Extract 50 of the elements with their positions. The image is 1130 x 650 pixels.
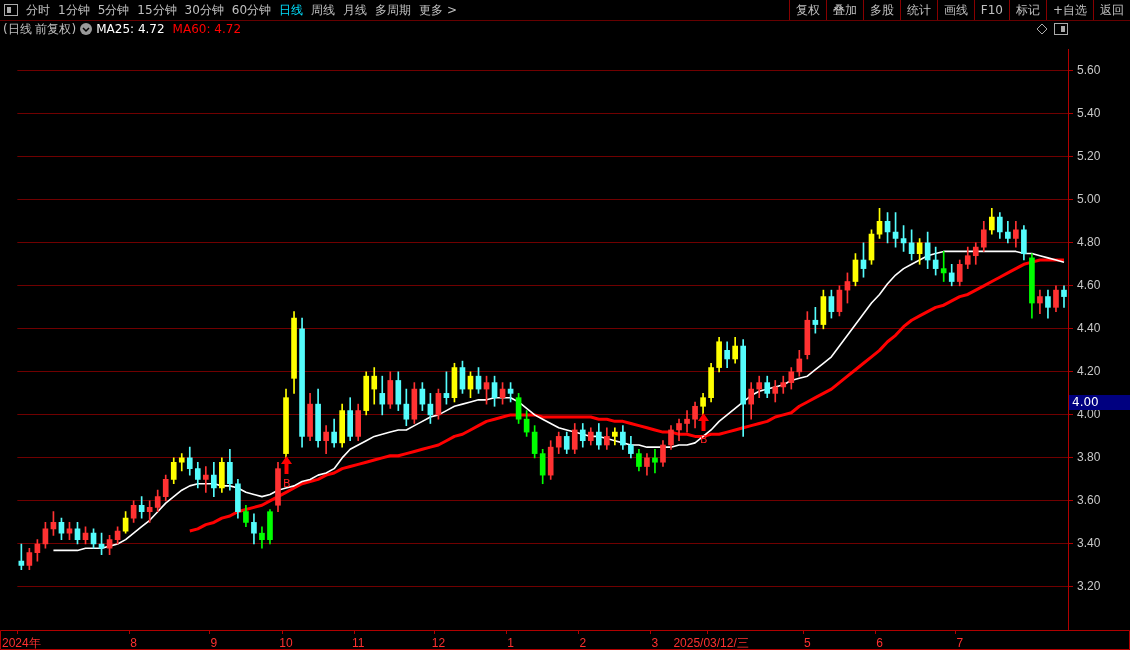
text: 日线	[278, 1, 305, 19]
chart-title: (日线 前复权)	[2, 20, 77, 38]
annotation: B	[700, 432, 708, 447]
text: 周线	[310, 1, 337, 19]
text: 统计	[899, 0, 937, 20]
text: 更多 >	[418, 1, 458, 19]
text: F10	[973, 0, 1009, 20]
y-tick-label: 4.40	[1077, 321, 1101, 336]
y-tick-label: 5.60	[1077, 63, 1101, 78]
x-tick-label: 5	[804, 635, 811, 650]
text: 1分钟	[57, 1, 91, 19]
text: 返回	[1093, 0, 1130, 20]
y-tick-label: 4.60	[1077, 278, 1101, 293]
y-tick-label: 5.20	[1077, 149, 1101, 164]
text: 标记	[1008, 0, 1046, 20]
y-tick-label: 5.00	[1077, 192, 1101, 207]
text: +自选	[1045, 0, 1093, 20]
y-tick-label: 3.60	[1077, 493, 1101, 508]
text: 多周期	[374, 1, 413, 19]
y-tick-label: 3.40	[1077, 536, 1101, 551]
text: 60分钟	[230, 1, 273, 19]
text: 15分钟	[136, 1, 178, 19]
text: 30分钟	[183, 1, 225, 19]
x-tick-label: 10	[279, 635, 294, 650]
text: 多股	[862, 0, 900, 20]
text: 复权	[788, 0, 826, 20]
x-tick-label: 3	[651, 635, 659, 650]
text: 5分钟	[96, 1, 131, 19]
y-tick-label: 3.20	[1077, 579, 1101, 594]
x-tick-label: 6	[876, 635, 884, 650]
y-tick-label: 4.20	[1077, 364, 1101, 379]
x-tick-label: 2024年	[2, 635, 41, 650]
y-tick-label: 4.80	[1077, 235, 1101, 250]
x-tick-label: 2025/03/12/三	[673, 635, 749, 650]
text: 分时	[25, 1, 51, 19]
x-tick-label: 1	[507, 635, 515, 650]
x-tick-label: 11	[351, 635, 365, 650]
x-tick-label: 2	[579, 635, 587, 650]
x-tick-label: 12	[431, 635, 446, 650]
x-tick-label: 9	[210, 635, 218, 650]
text: 月线	[342, 1, 369, 19]
text: 叠加	[825, 0, 863, 20]
x-tick-label: 8	[130, 635, 138, 650]
text: 画线	[936, 0, 974, 20]
y-tick-label: 5.40	[1077, 106, 1101, 121]
text: MA60: 4.72	[172, 22, 242, 36]
y-tick-label: 3.80	[1077, 450, 1101, 465]
x-tick-label: 7	[956, 635, 964, 650]
text: MA25: 4.72	[96, 22, 165, 36]
annotation: B	[283, 476, 291, 491]
